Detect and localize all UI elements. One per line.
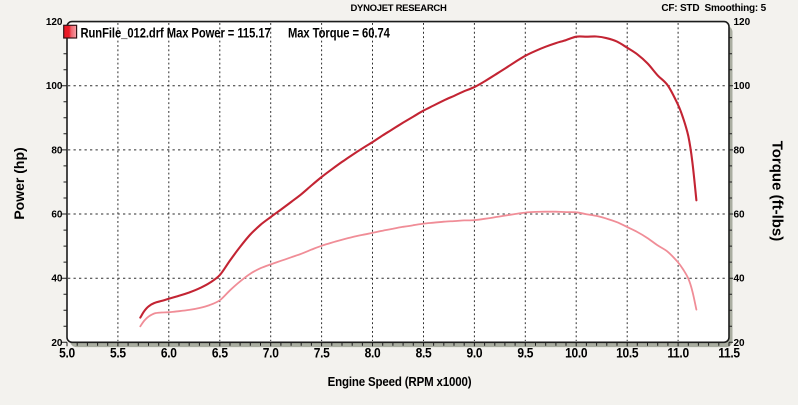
svg-text:120: 120: [734, 17, 751, 28]
svg-text:Power (hp): Power (hp): [11, 147, 27, 219]
svg-text:7.5: 7.5: [314, 345, 330, 361]
svg-text:60: 60: [51, 210, 63, 221]
svg-text:11.5: 11.5: [718, 345, 740, 361]
svg-text:100: 100: [734, 81, 751, 92]
svg-text:120: 120: [46, 17, 63, 28]
svg-text:40: 40: [734, 274, 746, 285]
svg-text:7.0: 7.0: [263, 345, 279, 361]
svg-text:5.5: 5.5: [110, 345, 126, 361]
svg-text:9.5: 9.5: [517, 345, 533, 361]
svg-text:20: 20: [51, 338, 63, 349]
svg-text:40: 40: [51, 274, 63, 285]
svg-text:5.0: 5.0: [59, 345, 75, 361]
svg-text:80: 80: [51, 145, 63, 156]
svg-text:6.5: 6.5: [212, 345, 228, 361]
svg-text:Torque (ft-lbs): Torque (ft-lbs): [769, 141, 786, 242]
svg-text:RunFile_012.drf Max Power = 11: RunFile_012.drf Max Power = 115.17: [81, 26, 271, 41]
svg-text:8.0: 8.0: [365, 345, 381, 361]
svg-text:10.0: 10.0: [565, 345, 587, 361]
svg-text:DYNOJET RESEARCH: DYNOJET RESEARCH: [350, 3, 446, 14]
svg-text:80: 80: [734, 145, 746, 156]
svg-text:11.0: 11.0: [667, 345, 689, 361]
svg-text:60: 60: [734, 210, 746, 221]
svg-text:Engine Speed (RPM x1000): Engine Speed (RPM x1000): [328, 374, 472, 389]
svg-text:Max Torque = 60.74: Max Torque = 60.74: [288, 26, 390, 41]
svg-text:20: 20: [734, 338, 746, 349]
svg-text:9.0: 9.0: [467, 345, 483, 361]
svg-text:8.5: 8.5: [416, 345, 432, 361]
svg-text:CF: STD Smoothing: 5: CF: STD Smoothing: 5: [661, 3, 766, 14]
svg-text:100: 100: [46, 81, 63, 92]
svg-text:6.0: 6.0: [161, 345, 177, 361]
svg-text:10.5: 10.5: [616, 345, 638, 361]
